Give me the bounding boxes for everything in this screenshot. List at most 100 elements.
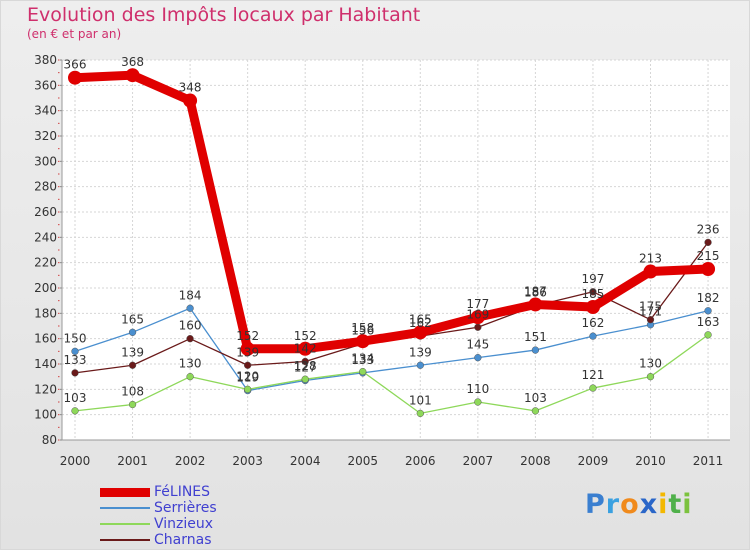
legend-item: Charnas: [100, 532, 217, 548]
data-label: 162: [409, 316, 432, 330]
chart-subtitle: (en € et par an): [27, 27, 122, 41]
x-tick-label: 2004: [290, 454, 321, 468]
data-point: [474, 354, 482, 362]
x-tick-label: 2000: [60, 454, 91, 468]
y-minor-tick: [58, 135, 60, 137]
data-point: [186, 373, 194, 381]
data-point: [646, 373, 655, 381]
data-label: 134: [351, 352, 374, 366]
y-minor-tick: [58, 312, 60, 314]
data-point: [128, 400, 137, 409]
y-tick-label: 100: [34, 408, 57, 422]
data-label: 152: [294, 329, 317, 343]
grid-layer: [62, 59, 730, 441]
data-label: 145: [466, 338, 489, 352]
y-tick-label: 160: [34, 332, 57, 346]
x-tick-label: 2005: [347, 454, 378, 468]
legend-swatch: [100, 487, 150, 497]
data-label: 169: [466, 307, 489, 321]
legend-label: Charnas: [154, 532, 212, 548]
data-label: 171: [639, 305, 662, 319]
data-label: 163: [697, 315, 720, 329]
y-tick-label: 140: [34, 357, 57, 371]
y-minor-tick: [58, 388, 60, 390]
y-minor-tick: [58, 414, 60, 416]
data-label: 185: [581, 287, 604, 301]
data-label: 130: [639, 357, 662, 371]
proxiti-logo: Proxiti: [585, 489, 693, 520]
data-point: [416, 361, 424, 369]
data-point: [125, 68, 140, 83]
y-minor-tick: [58, 59, 60, 61]
x-tick-label: 2009: [578, 454, 609, 468]
y-tick-label: 80: [42, 433, 57, 447]
y-tick-label: 180: [34, 306, 57, 320]
data-point: [298, 341, 313, 356]
y-minor-tick: [58, 198, 60, 200]
data-label: 162: [581, 316, 604, 330]
y-minor-tick: [58, 160, 60, 162]
x-tick-label: 2001: [117, 454, 148, 468]
data-point: [301, 357, 309, 366]
data-label: 187: [524, 284, 547, 298]
legend-item: Vinzieux: [100, 516, 217, 532]
y-minor-tick: [58, 274, 60, 276]
data-point: [589, 288, 597, 296]
x-tick-label: 2007: [463, 454, 494, 468]
data-point: [413, 325, 428, 340]
legend-label: Serrières: [154, 500, 217, 516]
y-minor-tick: [58, 122, 60, 124]
data-label: 186: [524, 286, 547, 300]
data-point: [183, 93, 198, 108]
data-label: 182: [697, 291, 720, 305]
legend-item: FéLINES: [100, 484, 217, 500]
data-label: 150: [64, 331, 87, 345]
data-label: 108: [121, 385, 144, 399]
data-label: 139: [409, 345, 432, 359]
legend-swatch: [100, 523, 150, 525]
y-minor-tick: [58, 249, 60, 251]
y-minor-tick: [58, 325, 60, 327]
data-label: 133: [351, 353, 374, 367]
data-label: 165: [409, 312, 432, 326]
y-minor-tick: [58, 97, 60, 99]
y-tick-label: 320: [34, 129, 57, 143]
y-tick-label: 280: [34, 180, 57, 194]
y-minor-tick: [58, 236, 60, 238]
data-label: 151: [524, 330, 547, 344]
y-minor-tick: [58, 439, 60, 441]
data-label: 213: [639, 252, 662, 266]
data-point: [704, 307, 712, 315]
data-label: 184: [179, 288, 202, 302]
data-point: [359, 367, 367, 376]
data-label: 130: [179, 357, 202, 371]
data-point: [701, 262, 716, 276]
label-layer: 150 165 184 119 127 133 139 145 151 162 171 182 103 1…: [64, 55, 720, 407]
y-tick-label: 200: [34, 281, 57, 295]
y-tick-label: 220: [34, 256, 57, 270]
y-minor-tick: [58, 426, 60, 428]
data-label: 152: [236, 329, 259, 343]
data-label: 119: [236, 371, 259, 385]
data-point: [355, 334, 370, 349]
data-label: 177: [466, 297, 489, 311]
data-point: [585, 300, 600, 314]
data-point: [528, 297, 543, 312]
data-label: 101: [409, 393, 432, 407]
y-tick-label: 240: [34, 230, 57, 244]
data-point: [474, 323, 482, 331]
data-point: [589, 384, 597, 392]
legend-label: FéLINES: [154, 484, 211, 500]
y-tick-label: 380: [34, 53, 57, 67]
data-label: 103: [64, 391, 87, 405]
axis-layer: 80 100 120 140 160 180 200 220 240 260 280 300 320 34…: [34, 53, 730, 468]
legend-swatch: [100, 539, 150, 541]
y-minor-tick: [58, 148, 60, 150]
data-point: [68, 70, 82, 85]
y-minor-tick: [58, 287, 60, 289]
data-label: 348: [179, 81, 202, 95]
data-point: [128, 361, 137, 369]
data-point: [301, 375, 309, 383]
data-point: [416, 409, 424, 418]
